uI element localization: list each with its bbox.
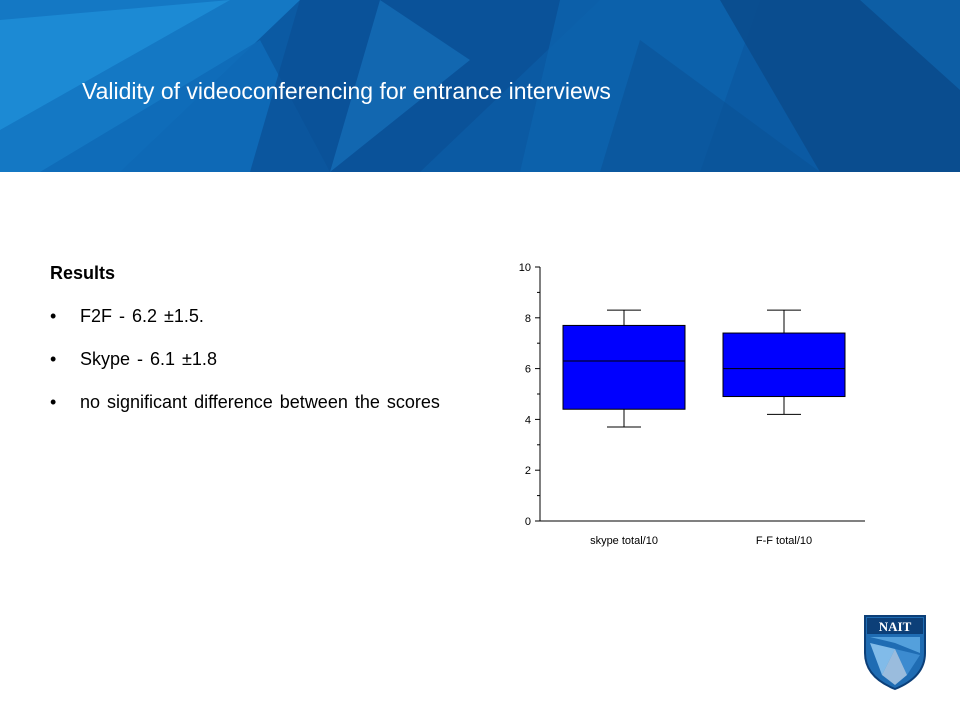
nait-logo: NAIT [862,613,928,696]
bullet-dot: • [50,349,57,369]
bullet-text: Skype - 6.1 ±1.8 [80,349,217,369]
bullet-item-skype: • Skype - 6.1 ±1.8 [50,344,480,375]
nait-shield-icon: NAIT [864,615,926,691]
bullet-text: no significant difference between the sc… [80,392,440,412]
results-heading: Results [50,263,116,283]
x-tick-label: skype total/10 [590,535,658,547]
bullet-dot: • [50,392,57,412]
box-iqr [562,324,686,410]
box-plot: 0 2 4 6 8 10 skype total/10 F-F total/10 [500,250,880,565]
bullet-item-difference: • no significant difference between the … [50,387,480,418]
y-tick-label: 8 [525,313,531,325]
box-plot-svg: 0 2 4 6 8 10 skype total/10 F-F total/10 [519,262,865,547]
slide-title: Validity of videoconferencing for entran… [82,78,611,104]
y-tick-label: 0 [525,516,531,528]
y-tick-label: 2 [525,465,531,477]
y-tick-label: 4 [525,414,531,426]
header-banner: Validity of videoconferencing for entran… [0,0,960,172]
y-tick-label: 6 [525,364,531,376]
header-background [0,0,960,172]
bullet-text: F2F - 6.2 ±1.5. [80,306,204,326]
bullet-dot: • [50,306,57,326]
bullet-item-f2f: • F2F - 6.2 ±1.5. [50,301,480,332]
box-iqr [722,332,846,398]
y-tick-label: 10 [519,262,531,274]
x-tick-label: F-F total/10 [756,535,812,547]
results-text: Results • F2F - 6.2 ±1.5. • Skype - 6.1 … [50,262,480,430]
svg-text:NAIT: NAIT [879,619,912,634]
